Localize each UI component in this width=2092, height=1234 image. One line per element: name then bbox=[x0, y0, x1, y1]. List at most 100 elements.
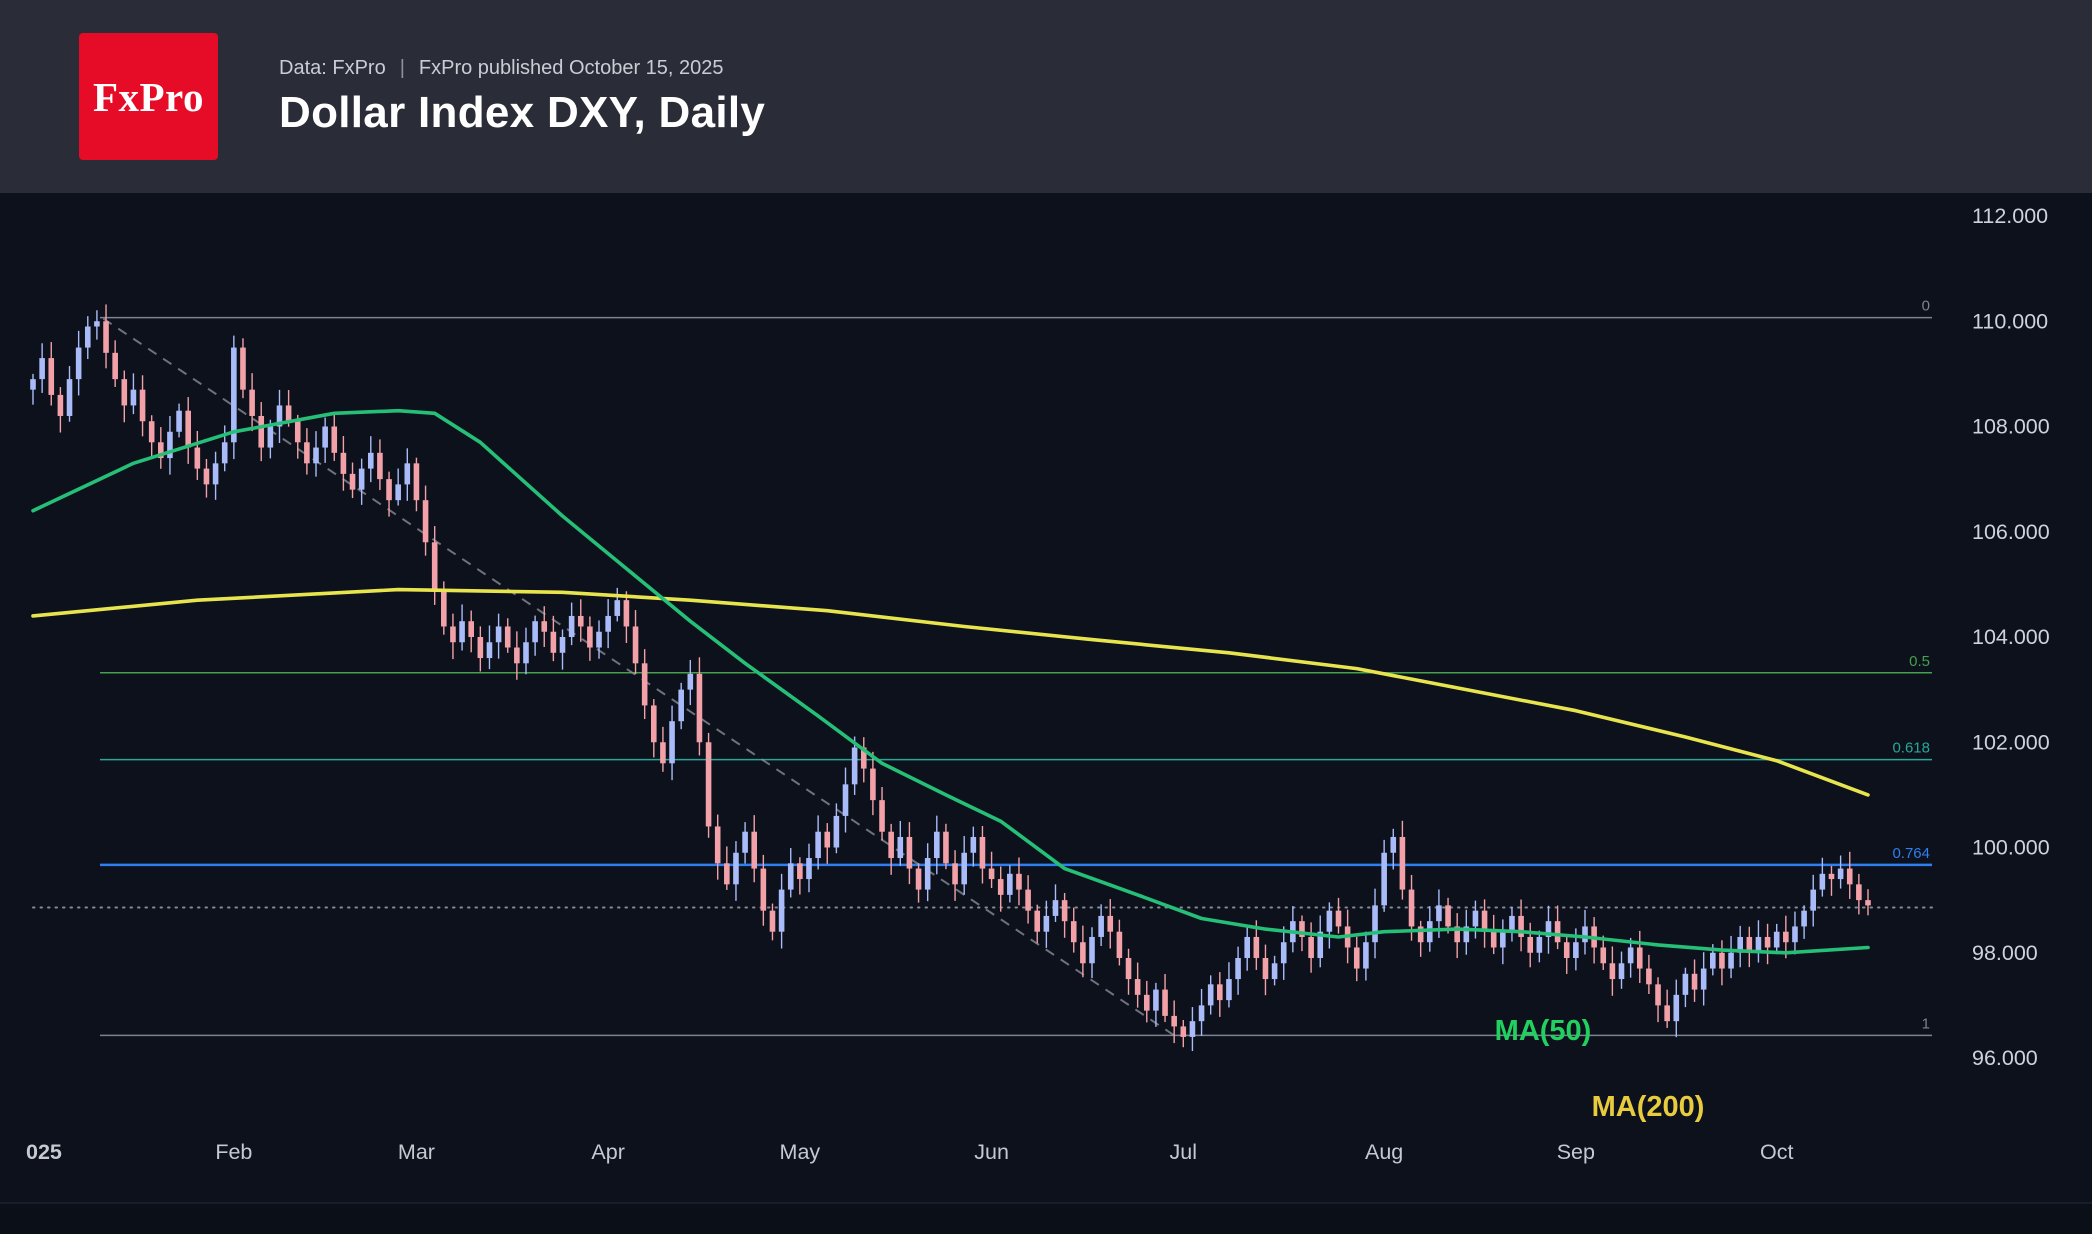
candle-down bbox=[1253, 936, 1260, 959]
candle-down bbox=[1217, 984, 1223, 1001]
candle-up bbox=[1363, 942, 1369, 969]
candle-down bbox=[769, 910, 776, 932]
candle-down bbox=[1828, 873, 1835, 880]
candle-up bbox=[1244, 936, 1251, 959]
candle-down bbox=[422, 500, 429, 543]
candle-down bbox=[988, 868, 995, 880]
candle-down bbox=[349, 473, 356, 490]
chart-canvas[interactable]: 0 0.5 0.618 0.764 1 MA(50) MA(200) 112.000 110.0… bbox=[0, 193, 2092, 1234]
candle-down bbox=[879, 800, 885, 832]
source-separator: | bbox=[399, 56, 405, 79]
candle-up bbox=[322, 426, 328, 448]
candle-down bbox=[705, 742, 712, 827]
candle-up bbox=[1773, 931, 1780, 948]
candle-up bbox=[30, 379, 36, 390]
candle-down bbox=[1481, 910, 1488, 932]
candle-down bbox=[943, 831, 949, 864]
candle-down bbox=[1527, 936, 1534, 953]
candle-down bbox=[632, 626, 639, 664]
data-source-line: Data: FxPro | FxPro published October 15, … bbox=[279, 56, 765, 80]
data-source-prefix: Data: FxPro bbox=[279, 56, 386, 79]
candle-down bbox=[1454, 926, 1460, 943]
candle-down bbox=[1134, 979, 1141, 995]
candle-down bbox=[249, 389, 255, 416]
candle-up bbox=[733, 852, 739, 885]
price-tick-label: 100.000 bbox=[1972, 836, 2050, 860]
price-chart[interactable]: 0 0.5 0.618 0.764 1 MA(50) MA(200) 112.000 110.0… bbox=[0, 193, 2092, 1234]
candle-up bbox=[559, 637, 566, 653]
month-label-sep: Sep bbox=[1557, 1140, 1595, 1164]
month-label-jul: Jul bbox=[1170, 1140, 1197, 1164]
candle-up bbox=[1710, 952, 1716, 969]
candle-up bbox=[1198, 1005, 1205, 1022]
candle-down bbox=[1865, 900, 1871, 906]
candle-down bbox=[504, 626, 511, 648]
candle-down bbox=[979, 836, 986, 869]
candle-up bbox=[1381, 852, 1387, 906]
candle-down bbox=[1691, 973, 1698, 990]
candle-down bbox=[386, 479, 392, 501]
header: FxPro Data: FxPro | FxPro published Octobe… bbox=[0, 0, 2092, 193]
candle-down bbox=[112, 352, 118, 380]
candle-up bbox=[1317, 931, 1324, 959]
candle-up bbox=[851, 747, 858, 785]
candle-up bbox=[404, 463, 411, 485]
candle-down bbox=[1116, 931, 1123, 959]
candle-down bbox=[1600, 947, 1607, 964]
candle-up bbox=[75, 347, 82, 380]
candle-up bbox=[486, 642, 493, 659]
candle-down bbox=[1107, 915, 1114, 932]
published-date: FxPro published October 15, 2025 bbox=[418, 56, 724, 79]
candle-up bbox=[1463, 926, 1470, 943]
candle-down bbox=[1646, 968, 1652, 985]
candle-down bbox=[1125, 958, 1132, 980]
month-label-apr: Apr bbox=[591, 1140, 624, 1164]
candle-down bbox=[450, 626, 456, 643]
candle-down bbox=[514, 647, 520, 664]
candle-down bbox=[468, 621, 475, 637]
candle-up bbox=[495, 626, 502, 643]
candle-up bbox=[231, 347, 237, 443]
candle-down bbox=[413, 463, 420, 501]
candle-down bbox=[158, 442, 164, 459]
candle-down bbox=[1636, 947, 1643, 969]
candle-down bbox=[1408, 889, 1415, 927]
candle-up bbox=[176, 410, 182, 432]
candle-down bbox=[1856, 884, 1862, 901]
candle-down bbox=[888, 831, 894, 859]
candle-down bbox=[541, 621, 548, 632]
price-tick-label: 110.000 bbox=[1972, 309, 2048, 333]
candle-down bbox=[641, 663, 648, 706]
candle-up bbox=[1536, 936, 1543, 953]
candle-down bbox=[1490, 931, 1497, 948]
candle-up bbox=[897, 836, 904, 859]
candle-down bbox=[1719, 952, 1725, 969]
candle-down bbox=[294, 421, 301, 443]
candle-up bbox=[1700, 968, 1707, 990]
price-tick-label: 98.000 bbox=[1972, 941, 2038, 965]
candle-up bbox=[1189, 1021, 1196, 1037]
candle-up bbox=[742, 831, 748, 853]
candle-down bbox=[1783, 931, 1789, 943]
candle-down bbox=[1563, 942, 1570, 959]
candle-up bbox=[1682, 973, 1689, 995]
candle-up bbox=[1235, 958, 1241, 980]
candle-down bbox=[860, 747, 867, 769]
candle-up bbox=[1755, 936, 1762, 953]
candle-up bbox=[1792, 926, 1798, 943]
candle-down bbox=[997, 879, 1004, 895]
candle-down bbox=[797, 863, 803, 880]
price-tick-label: 108.000 bbox=[1972, 415, 2050, 439]
candle-down bbox=[1655, 984, 1661, 1006]
fib-level-label: 1 bbox=[1922, 1015, 1930, 1032]
month-label-jun: Jun bbox=[974, 1140, 1009, 1164]
candle-up bbox=[1801, 910, 1807, 927]
candle-up bbox=[276, 405, 283, 427]
candle-up bbox=[596, 631, 602, 648]
candle-down bbox=[1764, 936, 1771, 948]
candle-up bbox=[1582, 926, 1588, 943]
candle-down bbox=[1353, 947, 1360, 969]
candle-down bbox=[1061, 900, 1068, 922]
candle-down bbox=[103, 321, 109, 353]
candle-down bbox=[148, 421, 155, 443]
